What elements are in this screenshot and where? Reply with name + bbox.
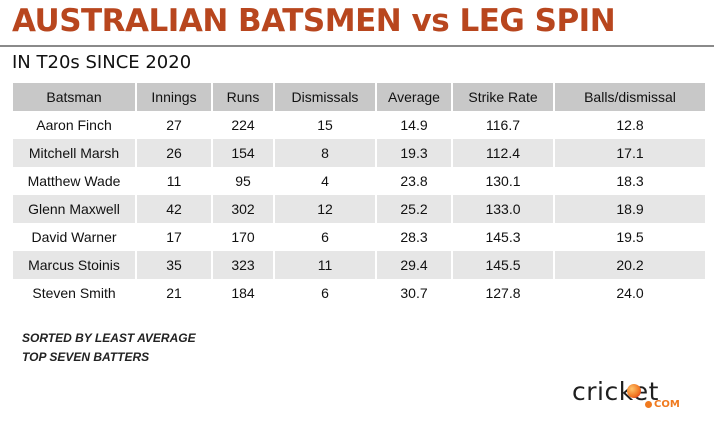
cell-average: 14.9 [400, 117, 428, 133]
cell-innings: 11 [166, 173, 182, 189]
cell-batsman: Aaron Finch [36, 117, 112, 133]
logo-wordmark: cricket [572, 377, 659, 406]
column-header-dismissals: Dismissals [275, 83, 375, 111]
footnote-sort: SORTED BY LEAST AVERAGE [22, 331, 196, 345]
logo-dot-icon [645, 401, 652, 408]
cell-batsman: Marcus Stoinis [13, 251, 135, 279]
table-row: Matthew Wade 11 95 4 23.8 130.1 18.3 [13, 167, 705, 195]
cell-average: 28.3 [400, 229, 428, 245]
cell-runs: 170 [231, 229, 255, 245]
cell-strike-rate: 145.3 [485, 229, 521, 245]
cell-average: 29.4 [377, 251, 451, 279]
cell-innings: 17 [166, 229, 182, 245]
cell-runs: 184 [231, 285, 255, 301]
cell-average: 23.8 [400, 173, 428, 189]
cell-average: 25.2 [377, 195, 451, 223]
cell-dismissals: 4 [321, 173, 329, 189]
cell-batsman: David Warner [31, 229, 117, 245]
column-header-balls-per-dismissal: Balls/dismissal [555, 83, 705, 111]
cell-runs: 224 [231, 117, 255, 133]
footnote-scope: TOP SEVEN BATTERS [22, 350, 150, 364]
cell-runs: 302 [213, 195, 273, 223]
cell-balls-per-dismissal: 12.8 [616, 117, 644, 133]
cell-batsman: Mitchell Marsh [13, 139, 135, 167]
cell-strike-rate: 116.7 [486, 117, 520, 133]
cell-strike-rate: 130.1 [485, 173, 521, 189]
cell-dismissals: 6 [321, 285, 329, 301]
cell-runs: 323 [213, 251, 273, 279]
page-subtitle: IN T20s SINCE 2020 [12, 52, 192, 73]
title-divider [0, 45, 714, 47]
column-header-average: Average [377, 83, 451, 111]
column-header-strike-rate: Strike Rate [453, 83, 553, 111]
cell-balls-per-dismissal: 18.3 [616, 173, 644, 189]
table-row: Glenn Maxwell 42 302 12 25.2 133.0 18.9 [13, 195, 705, 223]
cell-innings: 35 [137, 251, 211, 279]
column-header-runs: Runs [213, 83, 273, 111]
cell-strike-rate: 127.8 [485, 285, 521, 301]
cell-batsman: Glenn Maxwell [13, 195, 135, 223]
cell-balls-per-dismissal: 18.9 [555, 195, 705, 223]
cell-dismissals: 12 [275, 195, 375, 223]
table-row: Steven Smith 21 184 6 30.7 127.8 24.0 [13, 279, 705, 307]
table-row: David Warner 17 170 6 28.3 145.3 19.5 [13, 223, 705, 251]
footnotes: SORTED BY LEAST AVERAGE TOP SEVEN BATTER… [22, 329, 196, 367]
cricket-ball-icon [627, 384, 641, 398]
header-row: Batsman Innings Runs Dismissals Average … [13, 83, 705, 111]
cell-strike-rate: 112.4 [453, 139, 553, 167]
cell-dismissals: 8 [275, 139, 375, 167]
cell-batsman: Matthew Wade [27, 173, 121, 189]
cell-runs: 154 [213, 139, 273, 167]
cell-dismissals: 11 [275, 251, 375, 279]
cell-balls-per-dismissal: 17.1 [555, 139, 705, 167]
table-row: Marcus Stoinis 35 323 11 29.4 145.5 20.2 [13, 251, 705, 279]
cell-dismissals: 6 [321, 229, 329, 245]
cell-innings: 27 [166, 117, 182, 133]
cell-dismissals: 15 [317, 117, 333, 133]
table-row: Aaron Finch 27 224 15 14.9 116.7 12.8 [13, 111, 705, 139]
logo-suffix: COM [654, 399, 680, 410]
page-title: AUSTRALIAN BATSMEN vs LEG SPIN [12, 3, 616, 39]
stats-table: Batsman Innings Runs Dismissals Average … [11, 83, 707, 307]
cell-balls-per-dismissal: 20.2 [555, 251, 705, 279]
cell-balls-per-dismissal: 24.0 [616, 285, 644, 301]
cell-balls-per-dismissal: 19.5 [616, 229, 644, 245]
column-header-innings: Innings [137, 83, 211, 111]
cell-average: 30.7 [400, 285, 428, 301]
cell-batsman: Steven Smith [32, 285, 116, 301]
cell-runs: 95 [235, 173, 251, 189]
cell-strike-rate: 145.5 [453, 251, 553, 279]
cricket-com-logo: cricket COM [572, 378, 690, 414]
cell-innings: 42 [137, 195, 211, 223]
table-row: Mitchell Marsh 26 154 8 19.3 112.4 17.1 [13, 139, 705, 167]
cell-average: 19.3 [377, 139, 451, 167]
cell-innings: 21 [166, 285, 182, 301]
column-header-batsman: Batsman [13, 83, 135, 111]
cell-strike-rate: 133.0 [453, 195, 553, 223]
cell-innings: 26 [137, 139, 211, 167]
